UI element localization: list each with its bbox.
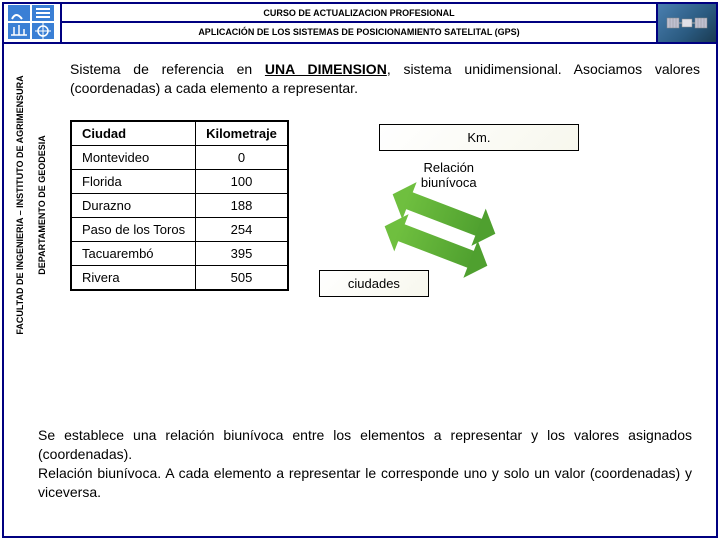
intro-text: Sistema de referencia en UNA DIMENSION, … (70, 60, 700, 98)
header: CURSO DE ACTUALIZACION PROFESIONAL APLIC… (2, 2, 718, 44)
table-row: Tacuarembó395 (71, 241, 288, 265)
footer-p2: Relación biunívoca. A cada elemento a re… (38, 465, 692, 500)
table-row: Florida100 (71, 169, 288, 193)
relation-diagram: Km. Relación biunívoca ciudades (319, 120, 579, 320)
institution-logo-icon (8, 5, 56, 41)
satellite-icon (665, 8, 709, 38)
course-subtitle: APLICACIÓN DE LOS SISTEMAS DE POSICIONAM… (62, 23, 658, 44)
intro-pre: Sistema de referencia en (70, 61, 265, 77)
table-row: Rivera505 (71, 265, 288, 290)
sidebar-department: DEPARTAMENTO DE GEODESIA (37, 55, 47, 355)
ciudades-box: ciudades (319, 270, 429, 297)
sidebar-faculty: FACULTAD DE INGENIERIA – INSTITUTO DE AG… (15, 55, 25, 355)
footer-p1: Se establece una relación biunívoca entr… (38, 427, 692, 462)
table-row: Montevideo0 (71, 145, 288, 169)
table-row: Paso de los Toros254 (71, 217, 288, 241)
satellite-image-box (658, 2, 718, 44)
footer-text: Se establece una relación biunívoca entr… (38, 426, 692, 502)
intro-bold: UNA DIMENSION (265, 61, 387, 77)
city-km-table: Ciudad Kilometraje Montevideo0 Florida10… (70, 120, 289, 291)
col-kilometraje: Kilometraje (196, 121, 288, 146)
table-header-row: Ciudad Kilometraje (71, 121, 288, 146)
col-ciudad: Ciudad (71, 121, 196, 146)
logo-box (2, 2, 62, 44)
km-box: Km. (379, 124, 579, 151)
table-row: Durazno188 (71, 193, 288, 217)
main-content: Sistema de referencia en UNA DIMENSION, … (70, 60, 700, 320)
course-title: CURSO DE ACTUALIZACION PROFESIONAL (62, 2, 658, 23)
